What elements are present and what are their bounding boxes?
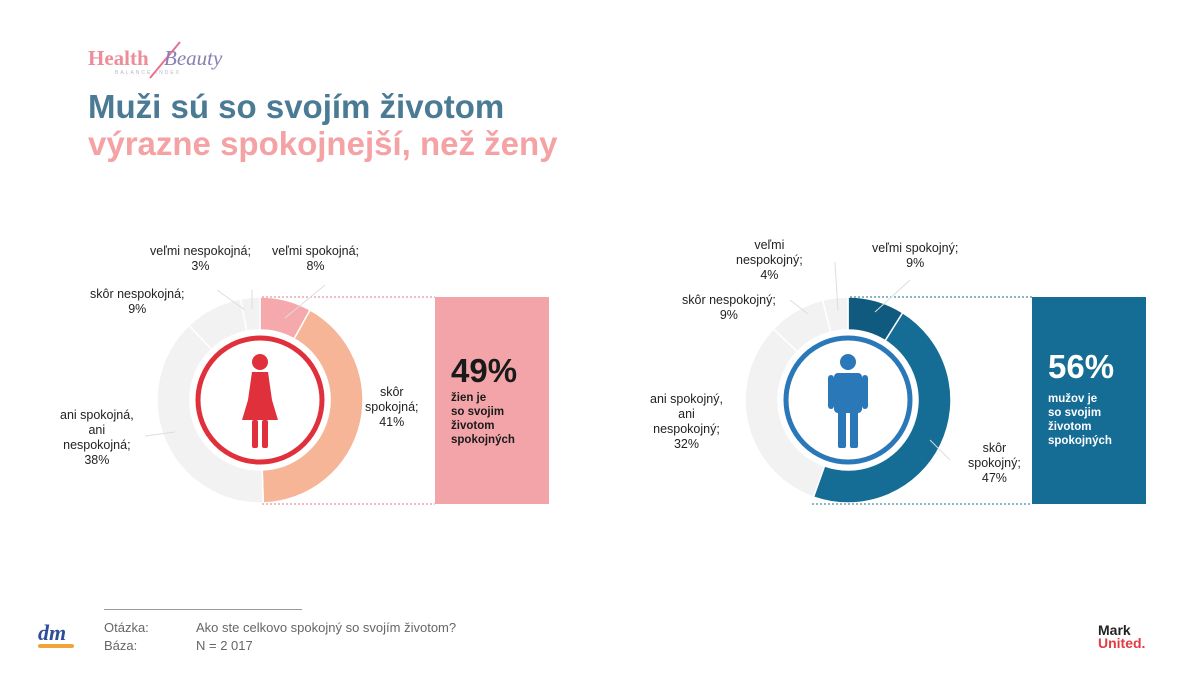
men-label-very-dissatisfied: veľmi nespokojný; 4%: [736, 238, 803, 282]
logo-subtitle: BALANCE INDEX: [115, 70, 182, 76]
logo-feather-icon: [149, 41, 181, 79]
men-leader-lines: [789, 261, 951, 461]
question-label: Otázka:: [104, 620, 149, 635]
men-summary-box: 56% mužov je so svojim životom spokojnýc…: [1032, 297, 1146, 504]
logo-beauty: Beauty: [164, 46, 223, 70]
women-label-rather-satisfied: skôr spokojná; 41%: [365, 385, 419, 429]
base-label: Báza:: [104, 638, 138, 653]
women-slice: [156, 324, 265, 504]
mark-logo: Mark: [1098, 622, 1131, 638]
women-summary-text: žien je so svojim životom spokojných: [451, 391, 515, 447]
women-slice: [239, 296, 261, 333]
question-text: Ako ste celkovo spokojný so svojím život…: [196, 620, 457, 635]
men-summary-value: 56%: [1048, 348, 1115, 385]
man-icon: [828, 354, 868, 448]
women-label-very-satisfied: veľmi spokojná; 8%: [272, 244, 360, 273]
women-label-neutral: ani spokojná, ani nespokojná; 38%: [60, 408, 134, 467]
men-slice: [744, 327, 826, 498]
men-summary-line: životom: [1048, 421, 1092, 433]
women-summary-line: životom: [451, 420, 495, 432]
dm-logo: dm: [38, 620, 67, 645]
men-summary-line: so svojim: [1048, 407, 1102, 419]
women-summary-line: so svojim: [451, 406, 505, 418]
women-summary-box: 49% žien je so svojim životom spokojných: [435, 297, 549, 504]
women-slice: [261, 308, 364, 504]
men-slice: [821, 296, 849, 334]
women-label-rather-dissatisfied: skôr nespokojná; 9%: [90, 287, 185, 316]
women-leader-lines: [144, 284, 326, 437]
base-text: N = 2 017: [196, 638, 253, 653]
women-label-very-dissatisfied: veľmi nespokojná; 3%: [150, 244, 251, 273]
footer-divider: [104, 609, 302, 610]
dm-logo-bar: [38, 644, 74, 648]
men-label-very-satisfied: veľmi spokojný; 9%: [872, 241, 959, 270]
men-summary-line: spokojných: [1048, 435, 1112, 447]
woman-icon: [242, 354, 278, 448]
women-summary-value: 49%: [451, 352, 518, 389]
men-slice: [812, 311, 952, 504]
health-beauty-logo: Health Beauty BALANCE INDEX: [88, 40, 238, 80]
men-label-neutral: ani spokojný, ani nespokojný; 32%: [650, 392, 723, 451]
women-summary-line: spokojných: [451, 434, 515, 446]
women-summary-line: žien je: [451, 392, 487, 404]
men-label-rather-dissatisfied: skôr nespokojný; 9%: [682, 293, 776, 322]
united-logo: United.: [1098, 635, 1146, 651]
men-summary-line: mužov je: [1048, 393, 1098, 405]
men-summary-text: mužov je so svojim životom spokojných: [1048, 392, 1112, 448]
page-title-line1: Muži sú so svojím životom: [88, 88, 505, 125]
logo-health: Health: [88, 46, 149, 70]
page-title-line2: výrazne spokojnejší, než ženy: [88, 125, 558, 162]
men-label-rather-satisfied: skôr spokojný; 47%: [968, 441, 1021, 485]
